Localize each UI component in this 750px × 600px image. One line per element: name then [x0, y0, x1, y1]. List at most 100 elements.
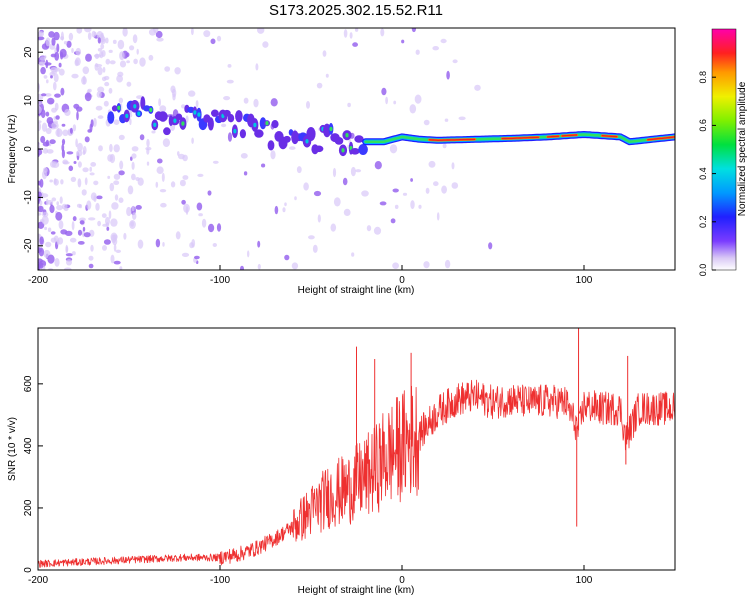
spectrogram-speckle: [130, 221, 135, 227]
snr-y-tick-label: 400: [23, 437, 34, 454]
ridge-core: [329, 126, 333, 132]
spectrogram-speckle: [60, 179, 64, 185]
ridge-core: [345, 133, 349, 138]
spectrogram-speckle: [45, 37, 51, 47]
spectrogram-speckle: [112, 39, 117, 45]
spectrogram-speckle: [39, 61, 46, 65]
spectrogram-speckle: [127, 185, 134, 195]
ridge-core: [117, 105, 121, 111]
spectrogram-speckle: [118, 97, 124, 104]
ridge-blob: [271, 120, 279, 129]
spectrogram-speckle: [108, 87, 113, 94]
spectrogram-speckle: [66, 259, 72, 266]
spectrogram-speckle: [39, 178, 44, 188]
spectrogram-speckle: [55, 115, 60, 120]
spectrogram-speckle: [55, 211, 63, 221]
spectrogram-speckle: [50, 160, 57, 168]
ridge-blob: [314, 145, 324, 153]
spectrogram-speckle: [44, 62, 52, 66]
spectrogram-speckle: [284, 254, 290, 261]
spectrogram-speckle: [451, 162, 455, 170]
spectrogram-speckle: [95, 202, 100, 211]
spectrogram-speckle: [122, 28, 128, 37]
snr-y-tick-label: 0: [23, 567, 34, 573]
spectrogram-speckle: [38, 262, 44, 269]
spectrogram-speckle: [105, 216, 110, 226]
spectrogram-speckle: [54, 93, 61, 98]
spectrogram-speckle: [423, 261, 430, 269]
snr-x-label: Height of straight line (km): [298, 585, 415, 596]
ridge-core: [265, 121, 269, 126]
spectrogram-speckle: [46, 149, 54, 154]
spectrogram-speckle: [118, 170, 125, 176]
spectrogram-speckle: [418, 204, 422, 209]
spectrogram-speckle: [47, 227, 52, 233]
spectrogram-speckle: [240, 153, 248, 159]
spectrogram-speckle: [129, 118, 132, 126]
spectrogram-speckle: [82, 75, 86, 85]
spectrogram-speckle: [113, 244, 117, 252]
snr-x-tick-label: 0: [399, 575, 405, 586]
ridge-blob: [306, 127, 316, 141]
spectrogram-speckle: [411, 28, 416, 33]
spectrogram-speckles: [38, 28, 493, 270]
ridge-blob: [267, 140, 275, 151]
spectrogram-speckle: [70, 176, 77, 182]
snr-y-label: SNR (10 * v/v): [7, 417, 18, 481]
spectrogram-speckle: [45, 111, 50, 117]
spectrogram-speckle: [355, 169, 362, 173]
spectrogram-speckle: [109, 182, 115, 192]
spectrogram-speckle: [191, 137, 194, 144]
spectrogram-speckle: [97, 115, 104, 119]
spectrogram-speckle: [131, 161, 135, 170]
snr-series-line: [38, 379, 675, 568]
spectrogram-speckle: [151, 130, 156, 134]
spectrogram-x-tick-label: 0: [399, 275, 405, 286]
spectrogram-speckle: [50, 231, 56, 235]
spectrogram-speckle: [56, 201, 59, 206]
spectrogram-speckle: [139, 57, 146, 67]
spectrogram-speckle: [40, 135, 46, 144]
spectrogram-speckle: [53, 178, 59, 186]
spectrogram-speckle: [393, 100, 397, 105]
spectrogram-speckle: [101, 213, 107, 219]
ridge-blob: [163, 127, 171, 136]
spectrogram-speckle: [197, 173, 204, 177]
spectrogram-speckle: [89, 172, 95, 176]
spectrogram-speckle: [257, 263, 261, 270]
spectrogram-speckle: [90, 192, 97, 201]
ridge-core: [233, 129, 237, 134]
spectrogram-speckle: [174, 67, 181, 75]
spectrogram-speckle: [425, 187, 430, 194]
spectrogram-speckle: [303, 182, 309, 191]
spectrogram-speckle: [96, 195, 103, 200]
spectrogram-speckle: [216, 223, 222, 232]
spectrogram-speckle: [38, 120, 42, 124]
spectrogram-speckle: [373, 226, 382, 235]
spectrogram-y-tick-label: 20: [23, 46, 34, 58]
spectrogram-speckle: [64, 109, 71, 116]
spectrogram-speckle: [38, 122, 42, 132]
spectrogram-x-tick-label: -200: [28, 275, 48, 286]
spectrogram-speckle: [39, 56, 46, 61]
spectrogram-speckle: [401, 39, 405, 44]
spectrogram-speckle: [73, 161, 77, 164]
ridge-peak-segment: [546, 135, 560, 138]
ridge-core: [341, 148, 345, 153]
snr-y-ticks: 0 200 400 600: [23, 375, 43, 573]
spectrogram-speckle: [183, 203, 190, 213]
spectrogram-speckle: [40, 66, 46, 75]
snr-panel: -200 -100 0 100 0 200 400 600 Height of straig…: [7, 327, 676, 596]
spectrogram-speckle: [158, 98, 162, 107]
ridge-core: [153, 122, 157, 128]
snr-y-tick-label: 200: [23, 499, 34, 516]
spectrogram-speckle: [44, 226, 48, 231]
spectrogram-speckle: [123, 232, 127, 240]
spectrogram-speckle: [71, 48, 74, 53]
spectrogram-speckle: [98, 145, 103, 152]
spectrogram-speckle: [253, 98, 259, 108]
spectrogram-speckle: [175, 231, 181, 240]
ridge-blob: [350, 148, 360, 155]
spectrogram-speckle: [409, 104, 417, 114]
spectrogram-speckle: [182, 175, 189, 180]
